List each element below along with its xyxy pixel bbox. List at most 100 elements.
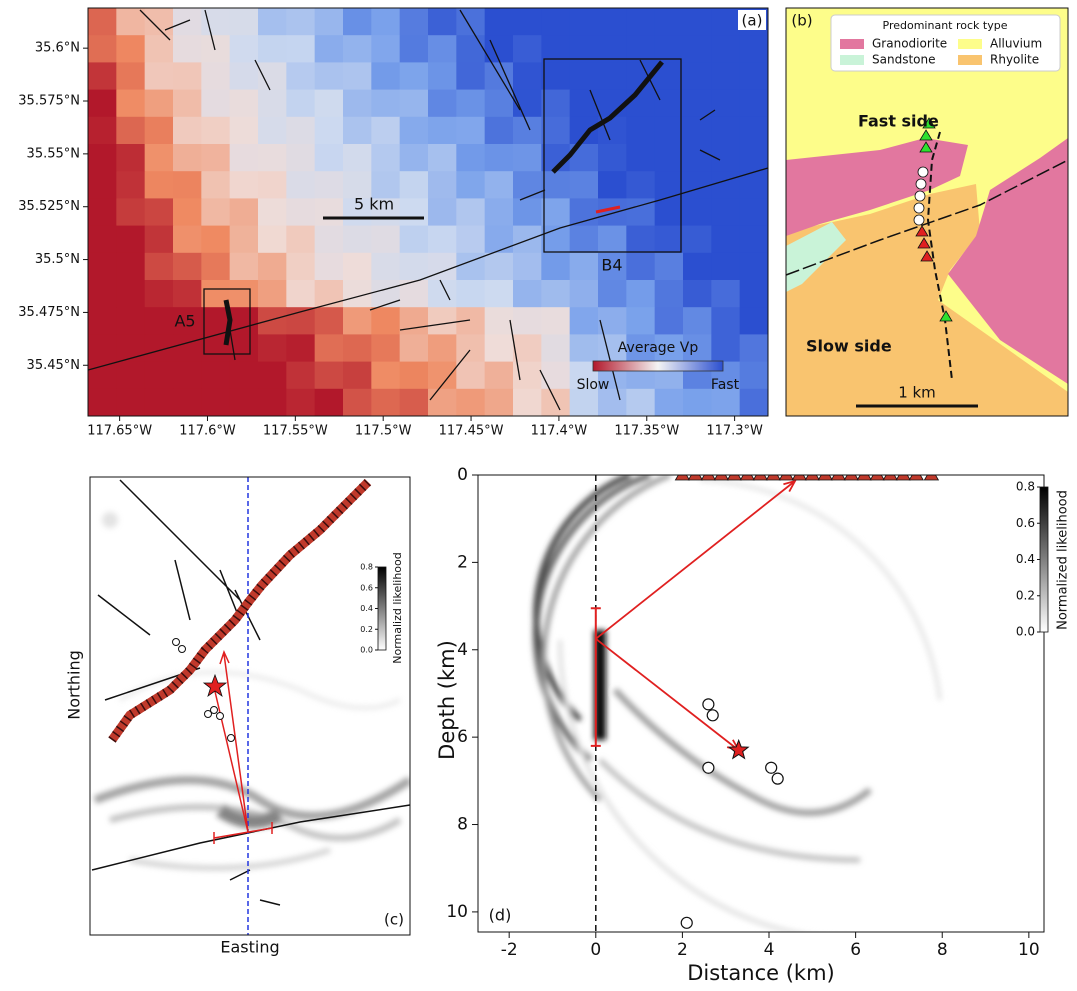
grid-cell	[428, 171, 457, 199]
arrow	[596, 481, 795, 639]
grid-cell	[201, 198, 230, 226]
grid-cell	[258, 62, 287, 90]
grid-cell	[541, 117, 570, 145]
station	[779, 468, 793, 480]
grid-cell	[88, 90, 117, 118]
station	[870, 468, 884, 480]
grid-cell	[683, 35, 712, 63]
x-tick-label: 117.4°W	[531, 424, 588, 439]
x-axis-label: Distance (km)	[687, 961, 835, 985]
legend-label: Granodiorite	[872, 37, 947, 51]
grid-cell	[286, 226, 315, 254]
station	[753, 468, 767, 480]
grid-cell	[598, 280, 627, 308]
grid-cell	[400, 117, 429, 145]
colorbar	[593, 361, 723, 371]
grid-cell	[230, 226, 259, 254]
box-label: B4	[601, 256, 622, 275]
grid-cell	[711, 62, 740, 90]
colorbar-tick-label: 0.0	[1016, 625, 1035, 639]
grid-cell	[485, 253, 514, 281]
grid-cell	[655, 90, 684, 118]
grid-cell	[315, 90, 344, 118]
grid-cell	[371, 35, 400, 63]
grid-cell	[286, 362, 315, 390]
grid-cell	[456, 117, 485, 145]
grid-cell	[400, 334, 429, 362]
scale-bar-label: 5 km	[354, 195, 394, 214]
grid-cell	[711, 171, 740, 199]
grid-cell	[456, 144, 485, 172]
grid-cell	[343, 62, 372, 90]
grid-cell	[400, 389, 429, 417]
panel-c: 0.00.20.40.60.8 Normalizd likelihood Eas…	[65, 477, 411, 957]
grid-cell	[145, 362, 174, 390]
colorbar-tick-label: 0.6	[1016, 516, 1035, 530]
grid-cell	[201, 389, 230, 417]
grid-cell	[683, 171, 712, 199]
grid-cell	[88, 8, 117, 36]
grid-cell	[116, 171, 145, 199]
station	[818, 468, 832, 480]
station	[883, 468, 897, 480]
grid-cell	[541, 280, 570, 308]
grid-cell	[88, 198, 117, 226]
station	[924, 468, 938, 480]
grid-cell	[740, 280, 769, 308]
grid-cell	[683, 117, 712, 145]
grid-cell	[541, 362, 570, 390]
grid-cell	[655, 8, 684, 36]
x-tick-label: 117.55°W	[263, 424, 328, 439]
panel-label: (b)	[791, 12, 812, 30]
panel-b: Predominant rock type GranodioriteAlluvi…	[786, 8, 1068, 416]
grid-cell	[201, 226, 230, 254]
grid-cell	[570, 171, 599, 199]
station	[727, 468, 741, 480]
grid-cell	[485, 226, 514, 254]
grid-cell	[173, 253, 202, 281]
grid-cell	[683, 389, 712, 417]
grid-cell	[655, 307, 684, 335]
grid-cell	[598, 226, 627, 254]
grid-cell	[230, 280, 259, 308]
grid-cell	[343, 144, 372, 172]
y-tick-label: 35.525°N	[18, 199, 80, 214]
colorbar-label: Fast	[711, 377, 740, 393]
colorbar-tick-label: 0.8	[360, 563, 373, 572]
grid-cell	[655, 226, 684, 254]
grid-cell	[258, 307, 287, 335]
y-tick-label: 35.45°N	[27, 358, 80, 373]
legend-label: Rhyolite	[990, 53, 1039, 67]
grid-cell	[626, 90, 655, 118]
grid-cell	[513, 171, 542, 199]
grid-cell	[230, 389, 259, 417]
grid-cell	[711, 253, 740, 281]
grid-cell	[740, 389, 769, 417]
grid-cell	[201, 35, 230, 63]
grid-cell	[230, 253, 259, 281]
grid-cell	[230, 90, 259, 118]
grid-cell	[315, 117, 344, 145]
grid-cell	[598, 144, 627, 172]
grid-cell	[541, 198, 570, 226]
legend-swatch	[840, 55, 864, 65]
grid-cell	[371, 280, 400, 308]
y-tick-label: 2	[457, 552, 468, 572]
colorbar	[1040, 487, 1048, 632]
grid-cell	[371, 117, 400, 145]
grid-cell	[513, 280, 542, 308]
grid-cell	[626, 253, 655, 281]
grid-cell	[711, 8, 740, 36]
station	[915, 191, 925, 201]
grid-cell	[626, 280, 655, 308]
grid-cell	[88, 280, 117, 308]
grid-cell	[173, 8, 202, 36]
grid-cell	[88, 171, 117, 199]
grid-cell	[230, 362, 259, 390]
grid-cell	[570, 62, 599, 90]
station	[740, 468, 754, 480]
grid-cell	[145, 307, 174, 335]
grid-cell	[428, 226, 457, 254]
grid-cell	[740, 90, 769, 118]
y-tick-label: 35.5°N	[35, 252, 80, 267]
